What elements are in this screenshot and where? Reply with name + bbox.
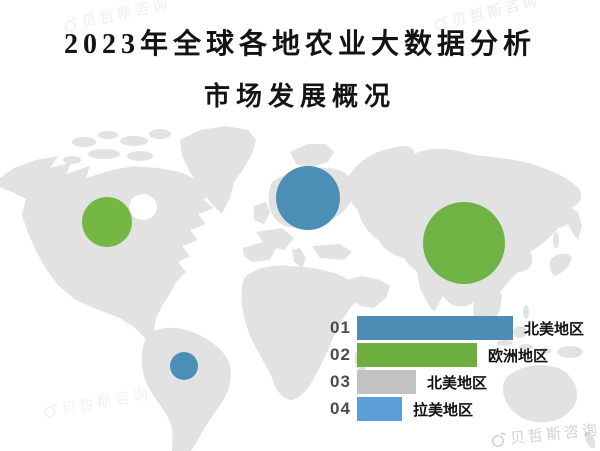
continent-australia [503,365,578,423]
greenland [180,126,256,214]
continent-north-america [0,156,214,359]
rank-number: 04 [330,399,351,418]
title-line-1: 2023年全球各地农业大数据分析 [63,29,536,60]
europe-bubble [276,166,340,230]
bar-row: 01 北美地区 [330,316,584,340]
south-america-bubble [170,352,198,380]
bar-label: 北美地区 [427,374,488,392]
east-asia-bubble [423,202,505,284]
bar-north-america [357,316,513,340]
page-title: 2023年全球各地农业大数据分析 市场发展概况 [0,28,600,112]
bar-north-america-2 [357,370,416,394]
rank-number: 03 [330,372,351,391]
bar-row: 04 拉美地区 [330,397,584,421]
north-america-bubble [82,197,132,247]
bar-europe [357,343,477,367]
bar-latin-america [357,397,402,421]
rank-number: 02 [330,345,351,364]
rank-number: 01 [330,318,351,337]
bar-label: 北美地区 [524,320,585,338]
continent-africa [241,265,362,400]
region-rank-bar-chart: 01 北美地区 02 欧洲地区 03 北美地区 04 拉美地区 [330,316,584,424]
bar-row: 03 北美地区 [330,370,584,394]
bar-label: 拉美地区 [413,401,474,419]
bar-label: 欧洲地区 [488,347,549,365]
bar-row: 02 欧洲地区 [330,343,584,367]
continent-south-america [141,327,231,451]
title-line-2: 市场发展概况 [203,82,396,111]
